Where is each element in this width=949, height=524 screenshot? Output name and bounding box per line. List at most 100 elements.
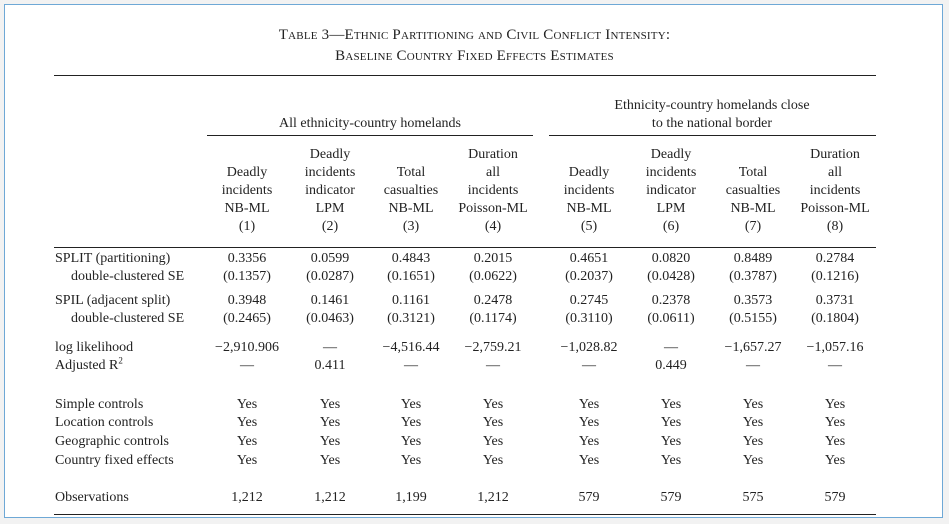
table-cell: 1,212: [231, 490, 263, 505]
table-cell: 0.411: [314, 358, 346, 373]
table-cell: 0.3356: [227, 251, 267, 266]
column-header-4-l1: Duration: [468, 147, 518, 162]
column-header-5-l2: Deadly: [568, 165, 610, 180]
table-cell: Yes: [660, 415, 682, 430]
column-header-4-l2: all: [486, 165, 500, 180]
table-cell: Yes: [236, 453, 258, 468]
table-frame: [4, 4, 943, 518]
table-cell: (0.0622): [469, 269, 517, 284]
table-cell: (0.3787): [729, 269, 777, 284]
table-cell: Yes: [660, 434, 682, 449]
table-cell: Yes: [400, 415, 422, 430]
table-cell: Yes: [319, 453, 341, 468]
group-right-rule: [549, 135, 876, 136]
column-header-1-l2: Deadly: [226, 165, 268, 180]
column-header-8-num: (8): [826, 219, 844, 234]
column-header-3-num: (3): [402, 219, 420, 234]
row-label: Adjusted R2: [55, 355, 123, 373]
table-cell: Yes: [319, 434, 341, 449]
column-header-2-l2: incidents: [304, 165, 356, 180]
table-cell: —: [664, 340, 678, 355]
column-header-6-l4: LPM: [656, 201, 686, 216]
table-cell: Yes: [482, 415, 504, 430]
table-cell: 1,212: [314, 490, 346, 505]
table-cell: (0.0428): [647, 269, 695, 284]
row-label: Simple controls: [55, 397, 144, 412]
table-cell: 0.4651: [569, 251, 609, 266]
column-header-1-l4: NB-ML: [224, 201, 270, 216]
table-cell: (0.0611): [647, 311, 695, 326]
row-label: Country fixed effects: [55, 453, 174, 468]
table-cell: Yes: [824, 434, 846, 449]
table-cell: 0.3731: [815, 293, 855, 308]
table-cell: −1,657.27: [724, 340, 782, 355]
column-header-5-l3: incidents: [563, 183, 615, 198]
table-cell: Yes: [824, 415, 846, 430]
table-cell: 1,212: [477, 490, 509, 505]
column-header-7-l2: Total: [738, 165, 768, 180]
table-cell: 0.2015: [473, 251, 513, 266]
column-header-6-l1: Deadly: [650, 147, 692, 162]
bottom-rule: [54, 514, 876, 515]
column-header-2-l3: indicator: [305, 183, 355, 198]
row-label: log likelihood: [55, 340, 134, 355]
table-cell: (0.0463): [306, 311, 354, 326]
column-header-4-l4: Poisson-ML: [458, 201, 528, 216]
column-header-7-l3: casualties: [725, 183, 781, 198]
superscript: 2: [118, 355, 123, 366]
table-cell: —: [746, 358, 760, 373]
table-cell: 0.4843: [391, 251, 431, 266]
row-label: SPLIT (partitioning): [55, 251, 171, 266]
table-cell: 0.3948: [227, 293, 267, 308]
column-header-8-l3: incidents: [809, 183, 861, 198]
table-cell: −1,057.16: [806, 340, 864, 355]
table-cell: 0.2784: [815, 251, 855, 266]
column-header-6-num: (6): [662, 219, 680, 234]
table-cell: 0.1461: [310, 293, 350, 308]
group-right-header-line2: to the national border: [651, 116, 773, 131]
table-cell: −4,516.44: [382, 340, 440, 355]
table-cell: 579: [824, 490, 846, 505]
row-label: Geographic controls: [55, 434, 169, 449]
column-header-8-l4: Poisson-ML: [800, 201, 870, 216]
top-rule: [54, 75, 876, 76]
table-cell: (0.1357): [223, 269, 271, 284]
group-left-rule: [207, 135, 533, 136]
column-header-3-l2: Total: [396, 165, 426, 180]
table-cell: 0.0820: [651, 251, 691, 266]
table-cell: Yes: [236, 397, 258, 412]
table-cell: 0.2378: [651, 293, 691, 308]
column-header-2-l1: Deadly: [309, 147, 351, 162]
column-header-3-l4: NB-ML: [388, 201, 434, 216]
table-cell: Yes: [319, 415, 341, 430]
column-header-8-l1: Duration: [810, 147, 860, 162]
table-cell: (0.3121): [387, 311, 435, 326]
table-cell: —: [828, 358, 842, 373]
table-cell: Yes: [742, 453, 764, 468]
table-cell: Yes: [400, 434, 422, 449]
row-label: SPIL (adjacent split): [55, 293, 171, 308]
table-cell: (0.1804): [811, 311, 859, 326]
column-header-6-l3: indicator: [646, 183, 696, 198]
table-cell: Yes: [319, 397, 341, 412]
table-cell: —: [404, 358, 418, 373]
table-cell: Yes: [824, 453, 846, 468]
column-header-2-l4: LPM: [315, 201, 345, 216]
column-header-7-l4: NB-ML: [730, 201, 776, 216]
table-cell: (0.3110): [565, 311, 613, 326]
group-left-header: All ethnicity-country homelands: [279, 116, 461, 131]
table-cell: Yes: [578, 434, 600, 449]
table-cell: 579: [578, 490, 600, 505]
table-subtitle: Baseline Country Fixed Effects Estimates: [335, 48, 614, 64]
table-cell: Yes: [236, 415, 258, 430]
table-cell: 1,199: [395, 490, 427, 505]
header-bottom-rule: [54, 247, 876, 248]
table-cell: Yes: [578, 397, 600, 412]
table-cell: Yes: [236, 434, 258, 449]
table-cell: 0.1161: [392, 293, 430, 308]
table-cell: 0.8489: [733, 251, 773, 266]
table-cell: —: [240, 358, 254, 373]
table-cell: Yes: [742, 434, 764, 449]
column-header-1-l3: incidents: [221, 183, 273, 198]
row-label: double-clustered SE: [71, 311, 185, 326]
